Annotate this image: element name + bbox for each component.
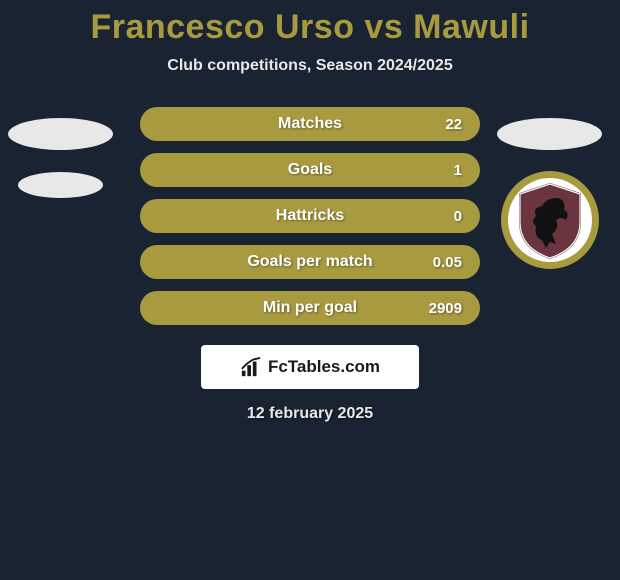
page-title: Francesco Urso vs Mawuli	[90, 8, 529, 47]
stats-table: Matches 22 Goals 1 Hattricks 0 Goals per…	[140, 107, 480, 325]
stat-value: 1	[454, 162, 462, 179]
brand-badge: FcTables.com	[201, 345, 419, 389]
stat-label: Hattricks	[276, 207, 344, 225]
stat-value: 22	[445, 116, 462, 133]
brand-text: FcTables.com	[268, 357, 380, 377]
ellipse-icon	[8, 118, 113, 150]
stat-label: Matches	[278, 115, 342, 133]
page-subtitle: Club competitions, Season 2024/2025	[167, 57, 452, 75]
stat-label: Min per goal	[263, 299, 357, 317]
stat-value: 0	[454, 208, 462, 225]
player-left-placeholder	[8, 118, 113, 198]
stat-label: Goals	[288, 161, 332, 179]
stat-row-matches: Matches 22	[140, 107, 480, 141]
player-right-placeholder	[497, 118, 602, 172]
stat-row-hattricks: Hattricks 0	[140, 199, 480, 233]
stat-row-min-per-goal: Min per goal 2909	[140, 291, 480, 325]
stat-row-goals-per-match: Goals per match 0.05	[140, 245, 480, 279]
stat-row-goals: Goals 1	[140, 153, 480, 187]
ellipse-icon	[497, 118, 602, 150]
club-crest-icon	[500, 170, 600, 270]
ellipse-icon	[18, 172, 103, 198]
fctables-icon	[240, 356, 262, 378]
stat-value: 2909	[429, 300, 462, 317]
stat-label: Goals per match	[247, 253, 372, 271]
footer-date: 12 february 2025	[247, 405, 373, 423]
stat-value: 0.05	[433, 254, 462, 271]
